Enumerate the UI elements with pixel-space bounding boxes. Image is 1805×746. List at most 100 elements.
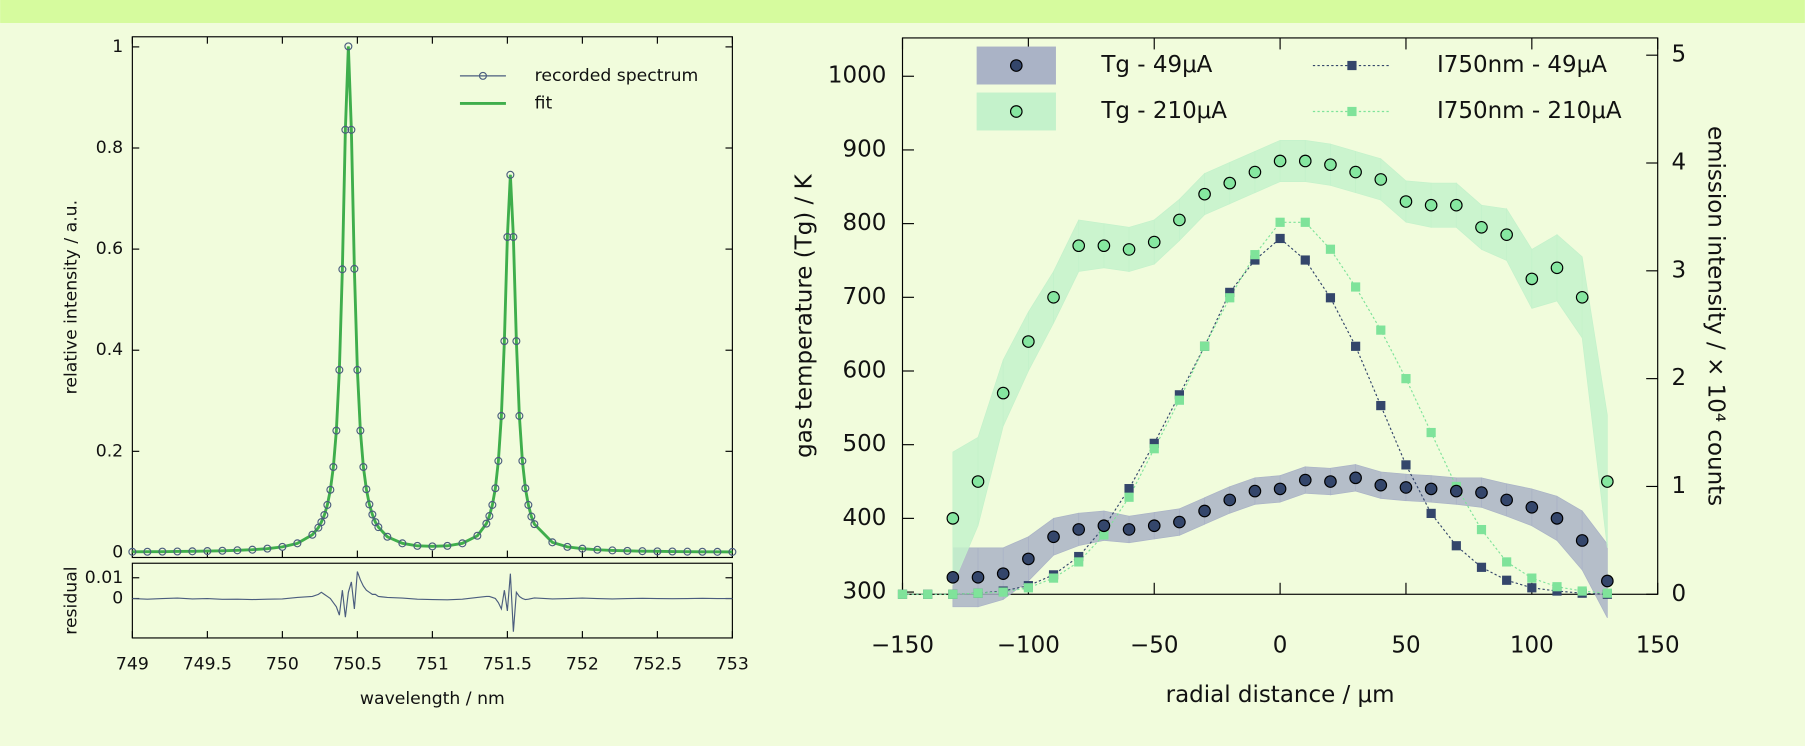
data-point xyxy=(1325,293,1336,303)
data-point xyxy=(1500,493,1513,507)
x-tick-label: −150 xyxy=(871,632,934,658)
data-point xyxy=(1527,583,1537,593)
data-point xyxy=(1122,523,1136,536)
data-point xyxy=(1174,395,1185,405)
legend-marker xyxy=(1347,60,1357,71)
spectrum-point xyxy=(350,264,359,273)
data-point xyxy=(1500,228,1513,241)
y2-axis-label: emission intensity / × 10⁴ counts xyxy=(1703,126,1729,506)
y2-tick-label: 5 xyxy=(1671,42,1686,68)
spectrum-point xyxy=(308,530,317,539)
data-point xyxy=(1124,492,1134,502)
data-point xyxy=(1275,233,1285,244)
x-tick-label: 0 xyxy=(1273,632,1288,658)
data-point xyxy=(1275,217,1285,227)
legend-label: recorded spectrum xyxy=(535,66,699,86)
spectrum-point xyxy=(527,512,536,521)
spectrum-point xyxy=(398,539,407,548)
data-point xyxy=(1225,287,1235,297)
data-point xyxy=(1173,213,1186,227)
spectrum-point xyxy=(443,541,452,550)
data-point xyxy=(1401,374,1411,384)
y-axis-label: gas temperature (Tg) / K xyxy=(791,173,817,457)
y-tick-label: 0 xyxy=(112,542,123,562)
data-point xyxy=(1074,551,1084,562)
spectrum-point xyxy=(323,500,332,509)
data-point xyxy=(1349,471,1362,485)
y2-tick-label: 3 xyxy=(1671,257,1686,283)
data-point xyxy=(1349,165,1362,179)
spectrum-point xyxy=(374,523,383,532)
residual-y-tick-label: 0 xyxy=(112,589,123,609)
error-band xyxy=(1581,256,1608,548)
y-tick-label: 800 xyxy=(843,210,887,236)
spectrum-point xyxy=(503,232,512,241)
legend-label: I750nm - 49μA xyxy=(1437,52,1607,78)
data-point xyxy=(1449,198,1463,212)
spectrum-point xyxy=(293,539,302,548)
y-tick-label: 1 xyxy=(112,37,123,57)
data-point xyxy=(1602,588,1612,598)
x-tick-label: 150 xyxy=(1636,632,1680,658)
y-tick-label: 1000 xyxy=(828,63,886,89)
y-tick-label: 400 xyxy=(843,505,887,531)
spectrum-point xyxy=(203,547,212,556)
data-point xyxy=(1374,173,1388,186)
data-point xyxy=(1048,573,1059,583)
x-tick-label: 50 xyxy=(1391,632,1420,658)
data-point xyxy=(971,475,985,488)
data-point xyxy=(1577,586,1587,596)
error-band xyxy=(1581,509,1608,619)
spectrum-point xyxy=(482,519,491,528)
data-point xyxy=(1273,154,1287,168)
spectrum-point xyxy=(278,542,287,551)
data-point xyxy=(1324,158,1337,171)
spectrum-point xyxy=(413,541,422,550)
residual-line xyxy=(132,571,733,632)
spectrum-point xyxy=(329,462,338,472)
y-tick-label: 500 xyxy=(843,431,887,457)
spectrum-point xyxy=(248,545,257,554)
data-point xyxy=(1298,473,1312,487)
data-point xyxy=(1022,335,1035,348)
spectrum-point xyxy=(668,547,677,556)
main-frame xyxy=(131,36,733,559)
spectrum-point xyxy=(326,485,335,494)
y-tick-label: 900 xyxy=(843,136,887,162)
spectrum-point xyxy=(173,547,182,556)
spectrum-point xyxy=(500,337,509,346)
data-point xyxy=(1525,500,1539,514)
y-axis-label: relative intensity / a.u. xyxy=(61,200,81,394)
data-point xyxy=(1476,524,1487,535)
data-point xyxy=(1248,165,1262,179)
data-point xyxy=(1324,475,1337,488)
spectrum-point xyxy=(515,411,524,420)
y-tick-label: 0.8 xyxy=(96,138,123,158)
data-point xyxy=(1097,519,1111,533)
data-point xyxy=(1476,562,1487,572)
x-axis-label: wavelength / nm xyxy=(360,689,505,709)
spectrum-point xyxy=(368,510,377,519)
data-point xyxy=(1351,282,1361,292)
data-point xyxy=(1250,250,1260,260)
x-tick-label: −50 xyxy=(1130,632,1178,658)
spectrum-point xyxy=(488,500,497,509)
spectrum-point xyxy=(347,125,356,134)
data-point xyxy=(1374,478,1388,492)
spectrum-point xyxy=(485,512,494,521)
data-point xyxy=(1198,504,1211,518)
spectrum-point xyxy=(608,546,617,555)
y2-tick-label: 1 xyxy=(1671,473,1686,499)
spectrum-point xyxy=(353,365,362,374)
spectrum-point xyxy=(491,484,500,493)
data-point xyxy=(1072,239,1086,253)
spectrum-point xyxy=(428,542,437,551)
y-tick-label: 700 xyxy=(843,284,887,310)
x-tick-label: 100 xyxy=(1510,632,1554,658)
spectrum-point xyxy=(362,485,371,494)
data-point xyxy=(996,567,1010,580)
data-point xyxy=(1022,552,1035,566)
spectrum-point xyxy=(158,547,167,556)
data-point xyxy=(1300,217,1310,227)
